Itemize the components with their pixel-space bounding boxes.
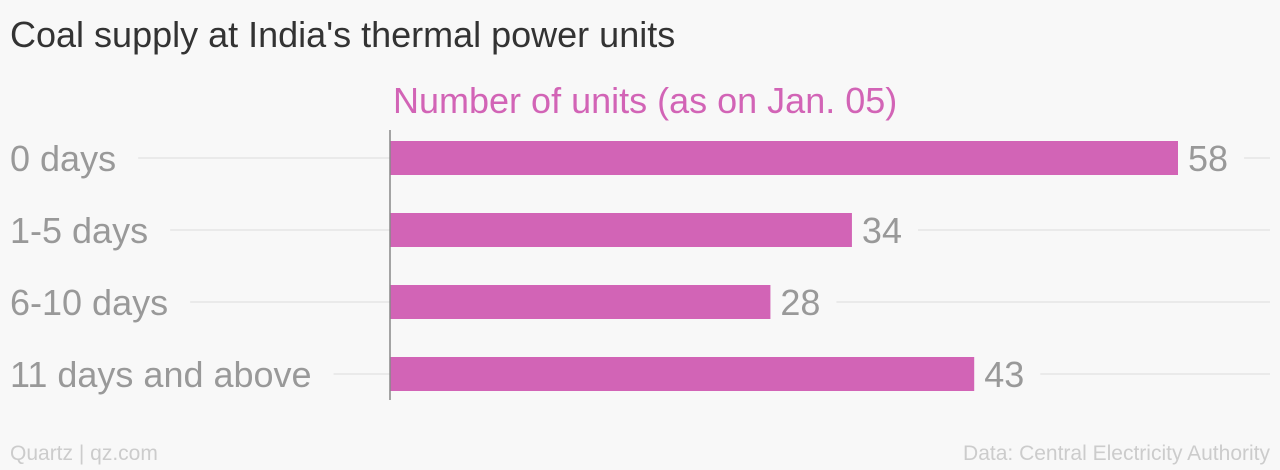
category-label: 0 days bbox=[10, 138, 116, 179]
category-label: 6-10 days bbox=[10, 282, 168, 323]
value-label: 34 bbox=[862, 210, 902, 251]
bar bbox=[390, 213, 852, 247]
bar bbox=[390, 357, 975, 391]
category-label: 11 days and above bbox=[10, 354, 312, 395]
value-label: 58 bbox=[1188, 138, 1228, 179]
footer-brand: Quartz | qz.com bbox=[10, 442, 158, 465]
series-label: Number of units (as on Jan. 05) bbox=[393, 80, 898, 121]
bar bbox=[390, 285, 771, 319]
value-label: 28 bbox=[780, 282, 820, 323]
bar bbox=[390, 141, 1178, 175]
footer-source: Data: Central Electricity Authority bbox=[963, 442, 1270, 465]
chart-title: Coal supply at India's thermal power uni… bbox=[10, 14, 676, 55]
value-label: 43 bbox=[984, 354, 1024, 395]
category-label: 1-5 days bbox=[10, 210, 148, 251]
